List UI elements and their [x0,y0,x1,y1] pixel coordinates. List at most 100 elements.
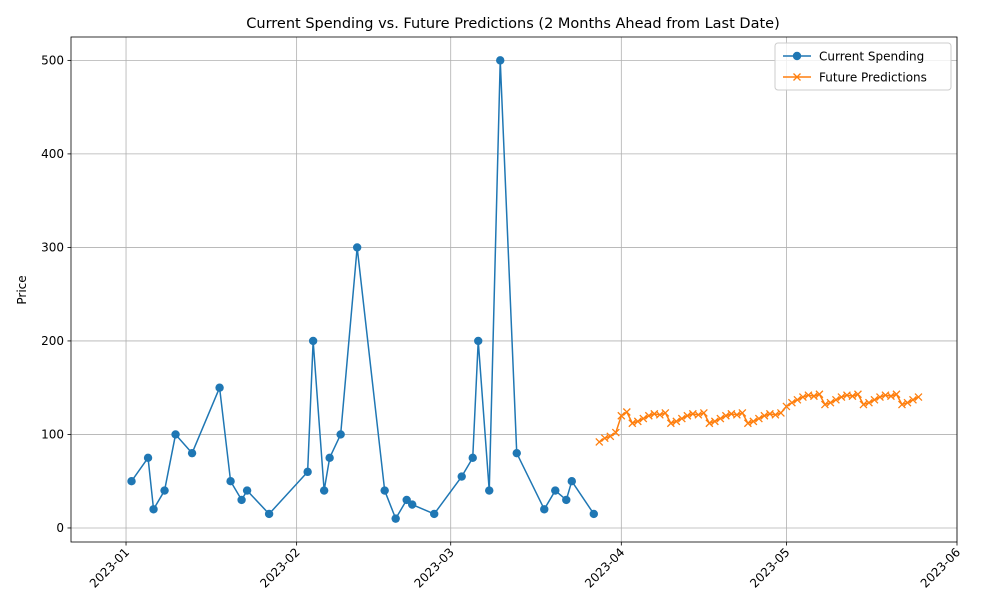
data-point [898,400,906,409]
data-point [743,419,752,428]
data-point [732,410,741,419]
data-point [655,410,664,419]
data-point [143,453,153,463]
legend-label: Future Predictions [819,71,927,85]
data-point [628,419,637,428]
data-point [887,392,895,401]
data-point [870,395,879,404]
data-point [562,495,571,505]
data-point [771,410,780,419]
data-point [787,398,796,407]
data-point [171,430,180,439]
legend-item: Current Spending [783,50,924,64]
y-tick-label: 200 [41,334,64,348]
data-point [809,392,818,401]
data-point [308,336,318,346]
data-point [864,398,873,407]
data-point [716,414,725,423]
data-point [336,430,345,439]
data-point [853,390,862,399]
data-point [837,393,846,402]
legend: Current Spending Future Predictions [774,42,952,91]
legend-label: Current Spending [819,50,924,64]
legend-marker [793,73,801,81]
chart-title: Current Spending vs. Future Predictions … [246,16,779,32]
data-point [474,336,483,346]
data-point [721,411,730,420]
data-point [127,477,136,486]
ticks: 0 100 200 300 400 500 2023-01 2023-02 2023-03 202… [41,53,963,590]
data-point [909,395,917,404]
data-point [468,453,477,463]
data-point [160,486,169,495]
legend-item: Future Predictions [783,71,927,85]
data-point [430,509,439,519]
y-tick-label: 100 [41,427,64,441]
data-point [215,383,224,392]
data-point [672,417,681,426]
y-tick-label: 300 [41,240,64,254]
data-point [666,419,675,428]
data-point [319,486,329,495]
data-point [589,509,598,519]
x-tick-label: 2023-05 [747,545,792,590]
data-point [606,432,615,441]
grid [71,37,958,542]
data-point [699,408,708,417]
data-point [738,408,747,417]
data-point [567,477,576,486]
data-point [683,411,692,420]
data-point [705,419,714,428]
y-tick-label: 400 [41,147,64,161]
data-point [914,393,923,402]
data-point [352,243,362,252]
data-point [677,414,686,423]
data-point [831,395,840,404]
data-point [892,390,901,399]
data-point [237,495,246,505]
x-tick-label: 2023-02 [257,545,302,590]
data-point [826,398,835,407]
data-point [380,486,389,495]
data-point [226,477,235,486]
series-1 [595,390,923,446]
data-point [710,417,719,426]
data-point [661,408,670,417]
data-point [694,410,703,419]
y-tick-label: 500 [41,53,64,67]
series-layer [127,56,923,523]
data-point [540,505,549,514]
plot-frame [70,36,958,543]
data-point [754,414,763,423]
data-point [815,390,824,399]
data-point [264,509,274,519]
data-point [242,486,252,495]
y-tick-label: 0 [56,521,64,535]
data-point [848,392,857,401]
data-point [595,437,604,446]
data-point [859,400,868,409]
data-point [798,393,807,402]
data-point [303,467,312,477]
data-point [749,417,758,426]
data-point [622,408,631,416]
data-point [149,505,158,514]
x-tick-label: 2023-06 [918,545,963,590]
data-point [644,411,653,420]
legend-marker [792,51,802,61]
series-0 [127,56,598,523]
data-point [617,411,626,420]
data-point [485,486,494,495]
data-point [903,398,912,407]
x-tick-label: 2023-03 [411,545,456,590]
data-point [820,400,829,409]
data-point [782,402,791,411]
data-point [611,428,620,437]
data-point [407,500,417,509]
data-point [402,495,411,505]
data-point [633,417,642,426]
data-point [391,514,400,523]
x-tick-label: 2023-04 [582,545,627,590]
data-point [551,486,560,495]
